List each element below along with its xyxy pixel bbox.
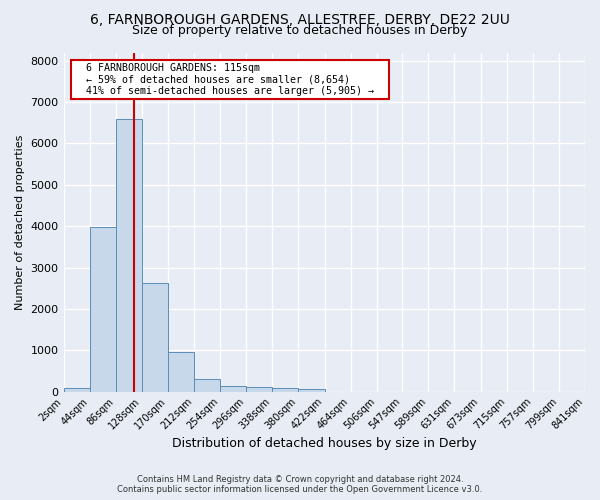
Bar: [64, 388, 89, 392]
Bar: [272, 388, 298, 392]
Text: 6, FARNBOROUGH GARDENS, ALLESTREE, DERBY, DE22 2UU: 6, FARNBOROUGH GARDENS, ALLESTREE, DERBY…: [90, 12, 510, 26]
Bar: [89, 227, 116, 392]
Bar: [142, 283, 168, 392]
Y-axis label: Number of detached properties: Number of detached properties: [15, 134, 25, 310]
Bar: [246, 386, 272, 392]
Bar: [194, 379, 220, 392]
Bar: [168, 352, 194, 392]
Text: Contains HM Land Registry data © Crown copyright and database right 2024.
Contai: Contains HM Land Registry data © Crown c…: [118, 474, 482, 494]
Bar: [116, 120, 142, 392]
Text: Size of property relative to detached houses in Derby: Size of property relative to detached ho…: [133, 24, 467, 37]
Bar: [298, 388, 325, 392]
Bar: [220, 386, 246, 392]
X-axis label: Distribution of detached houses by size in Derby: Distribution of detached houses by size …: [172, 437, 476, 450]
Text: 6 FARNBOROUGH GARDENS: 115sqm
  ← 59% of detached houses are smaller (8,654)
  4: 6 FARNBOROUGH GARDENS: 115sqm ← 59% of d…: [74, 62, 386, 96]
